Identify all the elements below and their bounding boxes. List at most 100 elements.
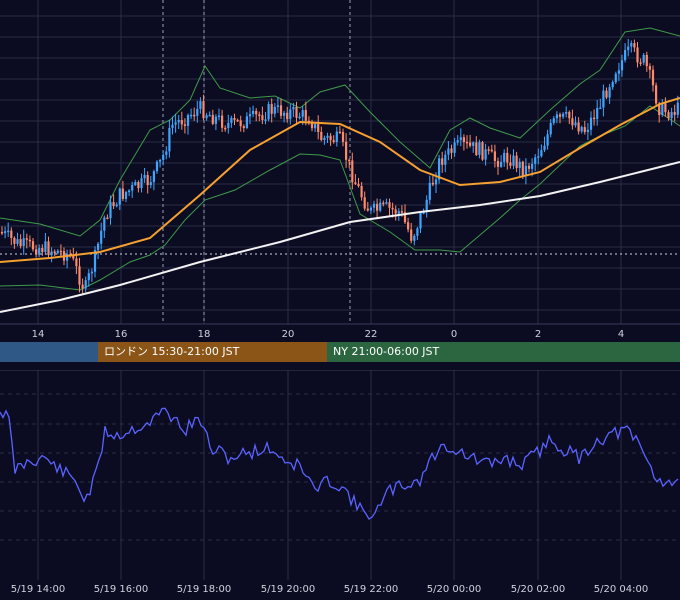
candle-body <box>658 103 661 115</box>
candle-body <box>651 69 655 86</box>
candle-body <box>450 148 453 153</box>
candle-body <box>503 152 506 162</box>
candle-body <box>44 241 47 253</box>
candle-body <box>462 137 465 142</box>
candle-body <box>93 250 97 272</box>
candle-body <box>159 160 162 162</box>
session-label-london: ロンドン 15:30-21:00 JST <box>104 345 240 358</box>
candle-body <box>183 124 186 126</box>
candle-body <box>633 43 636 48</box>
candle-body <box>279 105 283 116</box>
candle-body <box>645 54 648 67</box>
candle-body <box>565 112 568 114</box>
candle-body <box>221 115 224 128</box>
candle-body <box>13 237 16 244</box>
candle-body <box>351 160 354 183</box>
candle-body <box>469 142 472 146</box>
candle-body <box>193 114 196 117</box>
candle-body <box>385 202 388 204</box>
candle-body <box>456 140 459 143</box>
candle-body <box>655 85 658 104</box>
candle-body <box>90 271 93 274</box>
candle-body <box>376 203 379 211</box>
candle-body <box>264 119 267 121</box>
candle-body <box>434 179 438 185</box>
candle-body <box>379 202 382 211</box>
time-label: 5/20 00:00 <box>426 584 482 595</box>
candle-body <box>596 108 599 119</box>
candle-body <box>583 127 586 133</box>
candle-body <box>103 217 106 231</box>
candle-body <box>438 158 441 180</box>
bollinger-lower-band <box>0 105 680 291</box>
candle-body <box>168 128 171 152</box>
candle-body <box>617 70 620 74</box>
candle-body <box>0 232 4 234</box>
candle-body <box>562 113 565 117</box>
candle-body <box>639 62 642 64</box>
candle-body <box>627 46 630 51</box>
candle-body <box>326 135 329 138</box>
candle-body <box>81 284 84 289</box>
price-grid <box>0 0 680 324</box>
candle-body <box>518 161 521 169</box>
candle-body <box>422 212 425 214</box>
candle-body <box>186 115 190 126</box>
candle-body <box>227 122 230 129</box>
candle-body <box>410 229 413 241</box>
time-label: 5/19 16:00 <box>93 584 149 595</box>
time-label: 5/20 04:00 <box>593 584 649 595</box>
candle-body <box>137 182 140 189</box>
candle-body <box>372 203 376 208</box>
candle-body <box>555 114 558 119</box>
price-chart[interactable] <box>0 0 680 325</box>
candle-body <box>363 197 366 209</box>
candle-body <box>248 114 252 117</box>
session-label-ny: NY 21:00-06:00 JST <box>333 345 440 358</box>
candle-body <box>214 116 217 124</box>
candle-body <box>106 217 109 220</box>
candle-body <box>664 103 667 113</box>
oscillator-panel[interactable] <box>0 370 680 580</box>
session-divider-lines <box>162 0 351 324</box>
candle-body <box>236 119 239 122</box>
candle-body <box>465 141 469 144</box>
candle-body <box>304 110 307 121</box>
candle-body <box>571 118 574 126</box>
candle-body <box>273 106 276 114</box>
candle-body <box>267 104 270 120</box>
time-label: 5/20 02:00 <box>510 584 566 595</box>
candle-body <box>59 250 62 253</box>
candle-body <box>453 142 456 153</box>
candle-body <box>593 117 596 120</box>
candle-body <box>534 157 537 164</box>
hour-label: 0 <box>450 329 458 340</box>
candle-body <box>258 114 261 116</box>
candle-body <box>521 161 524 176</box>
candle-body <box>540 150 543 157</box>
candle-body <box>589 117 593 130</box>
candle-body <box>357 183 360 186</box>
candle-body <box>208 114 211 117</box>
candle-body <box>667 112 670 119</box>
candle-body <box>255 110 258 115</box>
candle-body <box>22 238 25 247</box>
candle-body <box>177 120 180 123</box>
candle-body <box>441 158 444 165</box>
candle-body <box>317 124 320 132</box>
candle-body <box>124 192 128 199</box>
candle-body <box>66 254 69 261</box>
candle-body <box>109 202 112 219</box>
hour-label: 14 <box>31 329 45 340</box>
candle-body <box>56 250 59 254</box>
candle-body <box>84 280 87 289</box>
candle-body <box>75 258 78 267</box>
candle-body <box>31 241 35 250</box>
candle-body <box>211 114 214 124</box>
candle-body <box>431 182 434 185</box>
candle-body <box>506 152 509 163</box>
candle-body <box>524 165 527 176</box>
candle-body <box>35 249 38 255</box>
hour-label: 16 <box>114 329 128 340</box>
